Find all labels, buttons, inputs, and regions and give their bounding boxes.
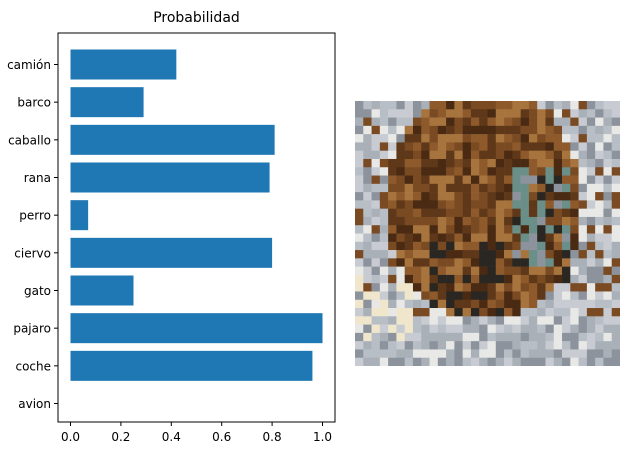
y-tick-label: coche bbox=[15, 359, 51, 373]
bar-gato bbox=[70, 275, 134, 306]
y-tick-label: ciervo bbox=[14, 246, 51, 260]
animal-thumbnail-image bbox=[355, 101, 620, 366]
bar-ciervo bbox=[70, 237, 273, 268]
bar-camión bbox=[70, 49, 177, 80]
y-tick-label: gato bbox=[24, 284, 51, 298]
bar-rana bbox=[70, 162, 270, 193]
y-tick-label: pajaro bbox=[13, 322, 51, 336]
plot-frame bbox=[57, 32, 336, 423]
y-tick-label: avion bbox=[18, 397, 51, 411]
y-tick-label: barco bbox=[17, 96, 51, 110]
x-tick-label: 0.0 bbox=[61, 430, 80, 444]
bar-perro bbox=[70, 200, 89, 231]
x-tick-label: 1.0 bbox=[313, 430, 332, 444]
bar-barco bbox=[70, 87, 144, 118]
chart-title: Probabilidad bbox=[153, 10, 240, 26]
y-tick-label: perro bbox=[19, 209, 51, 223]
x-tick-label: 0.2 bbox=[111, 430, 130, 444]
x-tick-label: 0.6 bbox=[212, 430, 231, 444]
y-tick-label: rana bbox=[24, 171, 51, 185]
x-tick-label: 0.8 bbox=[263, 430, 282, 444]
x-tick-label: 0.4 bbox=[162, 430, 181, 444]
y-tick-label: caballo bbox=[8, 133, 51, 147]
y-tick-label: camión bbox=[7, 58, 51, 72]
bar-coche bbox=[70, 350, 313, 381]
bar-caballo bbox=[70, 124, 275, 155]
bar-pajaro bbox=[70, 313, 323, 344]
